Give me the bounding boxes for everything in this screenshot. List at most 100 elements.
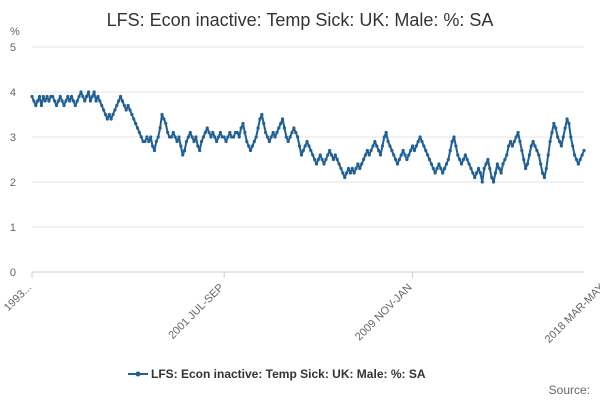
data-point[interactable] (424, 148, 428, 153)
data-point[interactable] (301, 148, 305, 153)
data-point[interactable] (209, 135, 213, 139)
data-point[interactable] (41, 94, 45, 99)
data-point[interactable] (427, 157, 432, 162)
data-point[interactable] (211, 130, 215, 135)
data-point[interactable] (350, 166, 354, 171)
data-point[interactable] (88, 99, 92, 103)
data-point[interactable] (369, 148, 373, 153)
data-point[interactable] (113, 108, 117, 112)
data-point[interactable] (435, 166, 439, 171)
data-point[interactable] (296, 135, 300, 139)
data-point[interactable] (262, 121, 266, 126)
data-point[interactable] (177, 135, 181, 139)
data-point[interactable] (183, 148, 187, 153)
data-point[interactable] (68, 99, 72, 103)
data-point[interactable] (75, 99, 79, 103)
data-point[interactable] (403, 153, 407, 157)
data-point[interactable] (354, 166, 358, 171)
data-point[interactable] (118, 94, 123, 99)
data-point[interactable] (501, 162, 505, 166)
data-point[interactable] (235, 130, 239, 135)
data-point[interactable] (339, 166, 343, 171)
data-point[interactable] (94, 99, 98, 103)
data-point[interactable] (578, 157, 582, 162)
data-point[interactable] (77, 94, 81, 99)
data-point[interactable] (422, 144, 426, 148)
data-point[interactable] (478, 171, 482, 175)
data-point[interactable] (539, 162, 543, 166)
data-point[interactable] (96, 94, 100, 99)
data-point[interactable] (512, 139, 516, 144)
data-point[interactable] (580, 153, 584, 157)
data-point[interactable] (386, 139, 390, 144)
data-point[interactable] (358, 166, 362, 171)
data-point[interactable] (531, 139, 535, 144)
data-point[interactable] (356, 162, 360, 166)
data-point[interactable] (271, 130, 275, 135)
data-point[interactable] (473, 175, 477, 180)
data-point[interactable] (243, 130, 247, 135)
data-point[interactable] (458, 157, 462, 162)
data-point[interactable] (194, 135, 198, 139)
data-point[interactable] (32, 99, 36, 103)
data-point[interactable] (158, 126, 162, 130)
data-point[interactable] (476, 166, 481, 171)
data-point[interactable] (395, 162, 400, 166)
data-point[interactable] (137, 130, 141, 135)
data-point[interactable] (571, 144, 575, 148)
data-point[interactable] (164, 121, 168, 126)
data-point[interactable] (345, 171, 349, 175)
data-point[interactable] (143, 139, 147, 144)
data-point[interactable] (454, 144, 458, 148)
data-point[interactable] (459, 162, 464, 166)
data-point[interactable] (318, 153, 322, 157)
data-point[interactable] (254, 135, 258, 139)
data-point[interactable] (316, 157, 320, 162)
data-point[interactable] (213, 135, 217, 139)
data-point[interactable] (47, 99, 51, 103)
data-point[interactable] (361, 157, 366, 162)
data-point[interactable] (469, 166, 473, 171)
data-point[interactable] (203, 130, 207, 135)
data-point[interactable] (542, 175, 547, 180)
data-point[interactable] (569, 135, 573, 139)
data-point[interactable] (456, 153, 460, 157)
data-point[interactable] (81, 94, 85, 99)
data-point[interactable] (279, 121, 283, 126)
data-point[interactable] (54, 103, 59, 108)
data-point[interactable] (450, 139, 454, 144)
data-point[interactable] (335, 157, 339, 162)
data-point[interactable] (480, 180, 484, 184)
data-point[interactable] (292, 126, 296, 130)
data-point[interactable] (488, 166, 492, 171)
data-point[interactable] (378, 153, 383, 157)
data-point[interactable] (556, 135, 560, 139)
data-point[interactable] (299, 153, 304, 157)
data-point[interactable] (188, 130, 192, 135)
data-point[interactable] (516, 130, 520, 135)
data-point[interactable] (322, 162, 326, 166)
data-point[interactable] (43, 99, 47, 103)
data-point[interactable] (505, 153, 509, 157)
data-point[interactable] (294, 130, 298, 135)
data-point[interactable] (546, 153, 550, 157)
data-point[interactable] (329, 153, 334, 157)
data-point[interactable] (540, 171, 545, 175)
data-point[interactable] (122, 103, 126, 108)
data-point[interactable] (548, 139, 552, 144)
data-point[interactable] (218, 130, 222, 135)
data-point[interactable] (373, 139, 377, 144)
data-point[interactable] (130, 112, 134, 117)
data-point[interactable] (160, 112, 164, 117)
data-point[interactable] (390, 148, 394, 153)
data-point[interactable] (394, 157, 398, 162)
data-point[interactable] (69, 94, 74, 99)
data-point[interactable] (507, 144, 511, 148)
data-point[interactable] (414, 144, 418, 148)
data-point[interactable] (237, 135, 241, 139)
data-point[interactable] (493, 171, 498, 175)
data-point[interactable] (179, 144, 183, 148)
data-point[interactable] (475, 171, 479, 175)
data-point[interactable] (371, 144, 375, 148)
data-point[interactable] (348, 171, 352, 175)
